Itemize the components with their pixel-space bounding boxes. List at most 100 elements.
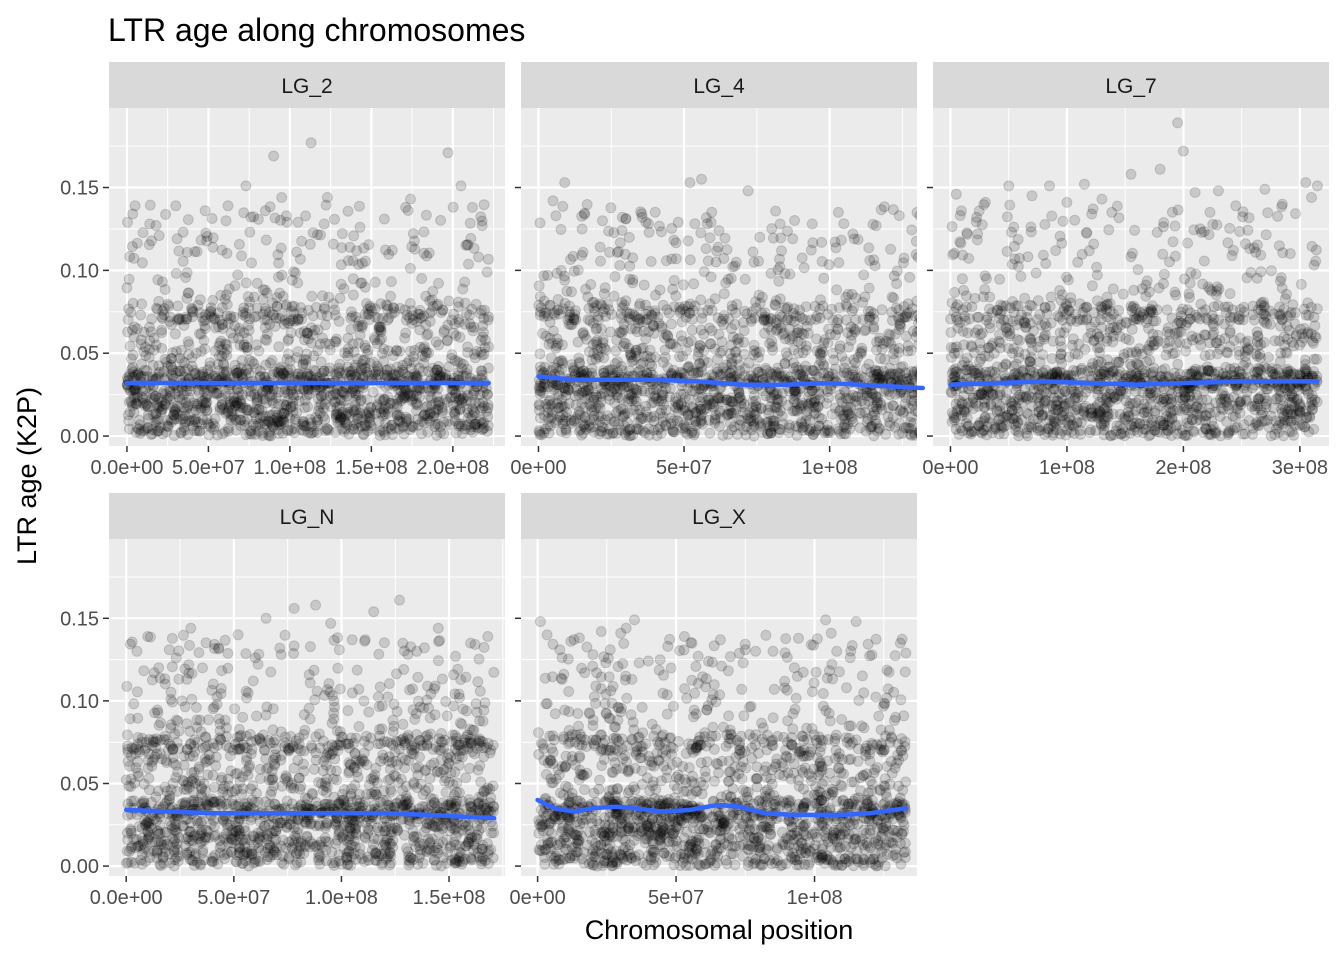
data-point: [546, 400, 556, 410]
data-point: [160, 285, 170, 295]
data-point: [330, 397, 340, 407]
data-point: [859, 270, 869, 280]
data-point: [346, 324, 356, 334]
data-point: [564, 385, 574, 395]
data-point: [558, 201, 568, 211]
data-point: [794, 348, 804, 358]
data-point: [892, 279, 902, 289]
data-point: [325, 363, 335, 373]
data-point: [801, 302, 811, 312]
data-point: [861, 426, 871, 436]
data-point: [460, 277, 470, 287]
data-point: [662, 305, 672, 315]
data-point: [401, 328, 411, 338]
data-point: [915, 426, 925, 436]
data-point: [1223, 238, 1233, 248]
data-point: [755, 347, 765, 357]
data-point: [1035, 357, 1045, 367]
data-point: [253, 385, 263, 395]
data-point: [215, 405, 225, 415]
data-point: [705, 233, 715, 243]
data-point: [217, 245, 227, 255]
data-point: [179, 403, 189, 413]
data-point: [171, 201, 181, 211]
data-point: [226, 314, 236, 324]
data-point: [444, 296, 454, 306]
data-point: [569, 315, 579, 325]
data-point: [539, 271, 549, 281]
data-point: [808, 430, 818, 440]
data-point: [685, 178, 695, 188]
data-point: [1040, 220, 1050, 230]
data-point: [278, 428, 288, 438]
data-point: [202, 398, 212, 408]
data-point: [834, 258, 844, 268]
data-point: [774, 276, 784, 286]
data-point: [623, 408, 633, 418]
data-point: [917, 415, 927, 425]
data-point: [1252, 327, 1262, 337]
data-point: [1015, 253, 1025, 263]
data-point: [696, 411, 706, 421]
data-point: [184, 288, 194, 298]
data-point: [145, 219, 155, 229]
data-point: [636, 414, 646, 424]
data-point: [551, 211, 561, 221]
data-point: [628, 253, 638, 263]
data-point: [456, 181, 466, 191]
data-point: [322, 193, 332, 203]
data-point: [432, 392, 442, 402]
data-point: [310, 325, 320, 335]
data-point: [706, 272, 716, 282]
data-point: [241, 181, 251, 191]
data-point: [289, 267, 299, 277]
data-point: [1024, 422, 1034, 432]
data-point: [413, 414, 423, 424]
data-point: [562, 286, 572, 296]
data-point: [883, 412, 893, 422]
data-point: [281, 302, 291, 312]
data-point: [425, 316, 435, 326]
data-point: [577, 224, 587, 234]
data-point: [1273, 211, 1283, 221]
data-point: [160, 354, 170, 364]
data-point: [474, 252, 484, 262]
data-point: [959, 340, 969, 350]
data-point: [916, 317, 926, 327]
data-point: [1296, 279, 1306, 289]
data-point: [467, 304, 477, 314]
data-point: [623, 426, 633, 436]
data-point: [249, 359, 259, 369]
data-point: [438, 305, 448, 315]
data-point: [914, 340, 924, 350]
data-point: [654, 221, 664, 231]
data-point: [353, 410, 363, 420]
data-point: [408, 391, 418, 401]
data-point: [307, 291, 317, 301]
data-point: [1059, 328, 1069, 338]
data-point: [794, 365, 804, 375]
data-point: [477, 350, 487, 360]
data-point: [343, 256, 353, 266]
data-point: [980, 271, 990, 281]
data-point: [269, 151, 279, 161]
data-point: [349, 347, 359, 357]
data-point: [169, 431, 179, 441]
data-point: [361, 256, 371, 266]
data-point: [386, 277, 396, 287]
data-point: [534, 281, 544, 291]
data-point: [1205, 350, 1215, 360]
data-point: [828, 348, 838, 358]
data-point: [695, 358, 705, 368]
data-point: [354, 201, 364, 211]
data-point: [146, 430, 156, 440]
data-point: [1256, 305, 1266, 315]
data-point: [234, 239, 244, 249]
data-point: [739, 349, 749, 359]
data-point: [173, 301, 183, 311]
data-point: [1089, 239, 1099, 249]
data-point: [715, 369, 725, 379]
data-point: [726, 368, 736, 378]
data-point: [976, 329, 986, 339]
data-point: [635, 405, 645, 415]
